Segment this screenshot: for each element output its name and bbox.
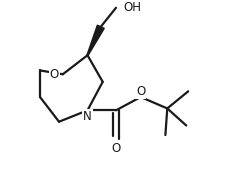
Text: O: O bbox=[49, 68, 59, 81]
Polygon shape bbox=[87, 25, 104, 55]
Text: N: N bbox=[83, 109, 91, 122]
Text: OH: OH bbox=[123, 1, 141, 14]
Text: O: O bbox=[135, 85, 145, 98]
Text: O: O bbox=[111, 142, 120, 155]
